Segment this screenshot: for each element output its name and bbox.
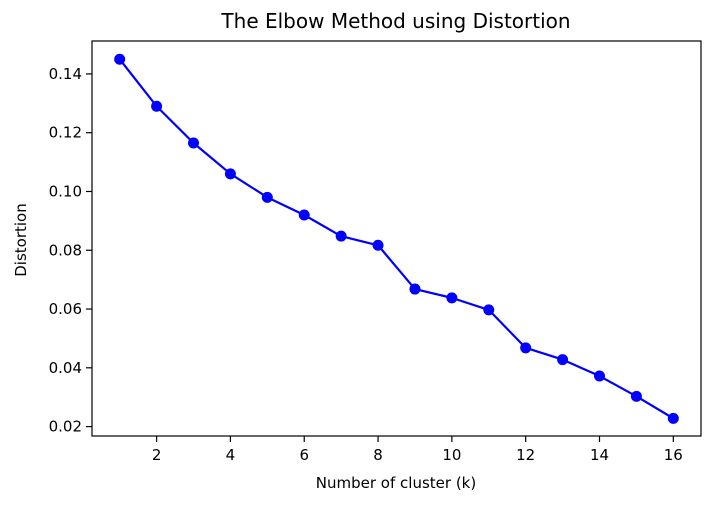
x-tick-label-10: 10 [442,446,461,464]
x-tick-label-2: 2 [152,446,162,464]
data-point-k10 [446,292,458,304]
plot-area: 2 4 6 8 10 12 14 16 0.02 0.04 0.06 0.08 0.10 0.12 0.14 [49,40,702,464]
x-tick-label-12: 12 [516,446,535,464]
series-line-0 [118,58,674,420]
x-tick-label-8: 8 [373,446,383,464]
data-point-k8 [372,239,384,251]
x-axis-label: Number of cluster (k) [316,474,476,492]
plot-frame [91,40,702,437]
y-axis-label: Distortion [12,203,30,277]
x-tick-label-4: 4 [226,446,236,464]
x-tick-label-6: 6 [299,446,309,464]
data-point-k5 [261,191,273,203]
data-point-k7 [335,230,347,242]
data-point-k16 [667,412,679,424]
x-tick-label-14: 14 [590,446,609,464]
y-tick-label-3: 0.08 [49,241,82,259]
data-point-k4 [224,168,236,180]
data-point-k13 [557,354,569,366]
y-tick-label-6: 0.14 [49,65,82,83]
data-point-k12 [520,342,532,354]
y-tick-label-1: 0.04 [49,359,82,377]
data-point-k6 [298,209,310,221]
y-tick-label-0: 0.02 [49,418,82,436]
data-point-k14 [594,370,605,382]
data-point-k3 [188,137,199,149]
y-tick-label-5: 0.12 [49,124,82,142]
chart-title: The Elbow Method using Distortion [220,9,570,33]
data-point-k1 [114,53,126,65]
data-point-k11 [483,304,495,316]
x-tick-label-16: 16 [664,446,683,464]
data-point-k15 [630,390,642,402]
data-point-k2 [151,100,163,112]
y-tick-label-2: 0.06 [49,300,82,318]
y-tick-label-4: 0.10 [49,182,82,200]
data-point-k9 [409,283,421,295]
